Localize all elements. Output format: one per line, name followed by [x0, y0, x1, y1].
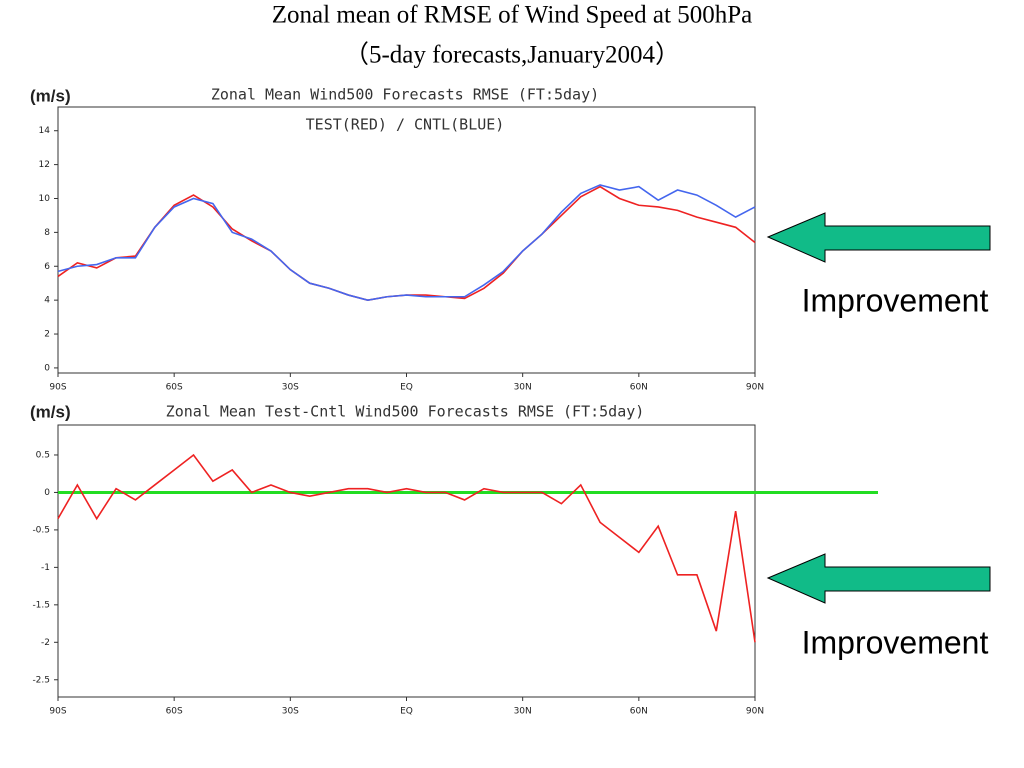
- y-tick-label: 0.5: [36, 450, 50, 460]
- data-line: [57, 185, 756, 301]
- y-tick-label: -0.5: [32, 525, 50, 535]
- annotation: Improvement: [802, 282, 989, 318]
- x-tick-label: 90S: [49, 383, 66, 393]
- x-tick-label: 30S: [282, 707, 299, 717]
- x-tick-label: 30S: [282, 383, 299, 393]
- y-axis-label: (m/s): [30, 86, 71, 105]
- y-tick-label: 10: [39, 194, 51, 204]
- x-tick-label: 90N: [746, 383, 764, 393]
- x-tick-label: 60N: [630, 383, 648, 393]
- y-tick-label: 0: [44, 363, 50, 373]
- slide-title: Zonal mean of RMSE of Wind Speed at 500h…: [272, 2, 752, 29]
- plot-frame: [57, 106, 756, 374]
- x-tick-label: 90N: [746, 707, 764, 717]
- y-tick-label: 12: [39, 160, 50, 170]
- x-tick-label: 60S: [166, 383, 183, 393]
- x-tick-label: 30N: [514, 383, 532, 393]
- arrow: [766, 553, 991, 604]
- y-tick-label: -2.5: [32, 675, 50, 685]
- y-tick-label: 14: [39, 126, 51, 136]
- data-line: [57, 184, 756, 301]
- x-tick-label: 60N: [630, 707, 648, 717]
- chart-subtitle: TEST(RED) / CNTL(BLUE): [306, 116, 505, 134]
- y-tick-label: 2: [44, 330, 50, 340]
- x-tick-label: EQ: [400, 383, 413, 393]
- annotation: Improvement: [802, 624, 989, 660]
- y-tick-label: 8: [44, 228, 50, 238]
- y-tick-label: 0: [44, 488, 50, 498]
- plot-frame: [57, 424, 756, 698]
- y-tick-label: -2: [41, 638, 50, 648]
- y-tick-label: 6: [44, 262, 50, 272]
- y-axis-label: (m/s): [30, 402, 71, 421]
- y-tick-label: -1: [41, 563, 50, 573]
- y-tick-label: 4: [44, 296, 50, 306]
- chart-title: Zonal Mean Wind500 Forecasts RMSE (FT:5d…: [211, 86, 599, 104]
- arrow: [766, 212, 991, 263]
- x-tick-label: 90S: [49, 707, 66, 717]
- data-line: [57, 453, 756, 643]
- x-tick-label: EQ: [400, 707, 413, 717]
- x-tick-label: 30N: [514, 707, 532, 717]
- chart-title: Zonal Mean Test-Cntl Wind500 Forecasts R…: [166, 403, 645, 421]
- y-tick-label: -1.5: [32, 600, 50, 610]
- slide-subtitle: （5-day forecasts,January2004）: [344, 41, 680, 69]
- x-tick-label: 60S: [166, 707, 183, 717]
